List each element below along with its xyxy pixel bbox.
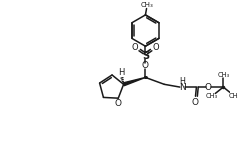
Text: O: O	[205, 83, 212, 92]
Text: CH₃: CH₃	[140, 2, 153, 8]
Text: CH₃: CH₃	[229, 93, 238, 99]
Text: H: H	[119, 68, 125, 77]
Text: CH₃: CH₃	[217, 72, 229, 78]
Text: O: O	[132, 43, 138, 52]
Text: N: N	[179, 83, 186, 92]
Text: S: S	[142, 51, 149, 61]
Text: O: O	[142, 61, 149, 70]
Text: O: O	[114, 99, 121, 108]
Text: O: O	[153, 43, 159, 52]
Text: CH₃: CH₃	[206, 93, 218, 99]
Polygon shape	[123, 77, 145, 86]
Text: H: H	[179, 77, 185, 86]
Text: O: O	[192, 97, 199, 106]
